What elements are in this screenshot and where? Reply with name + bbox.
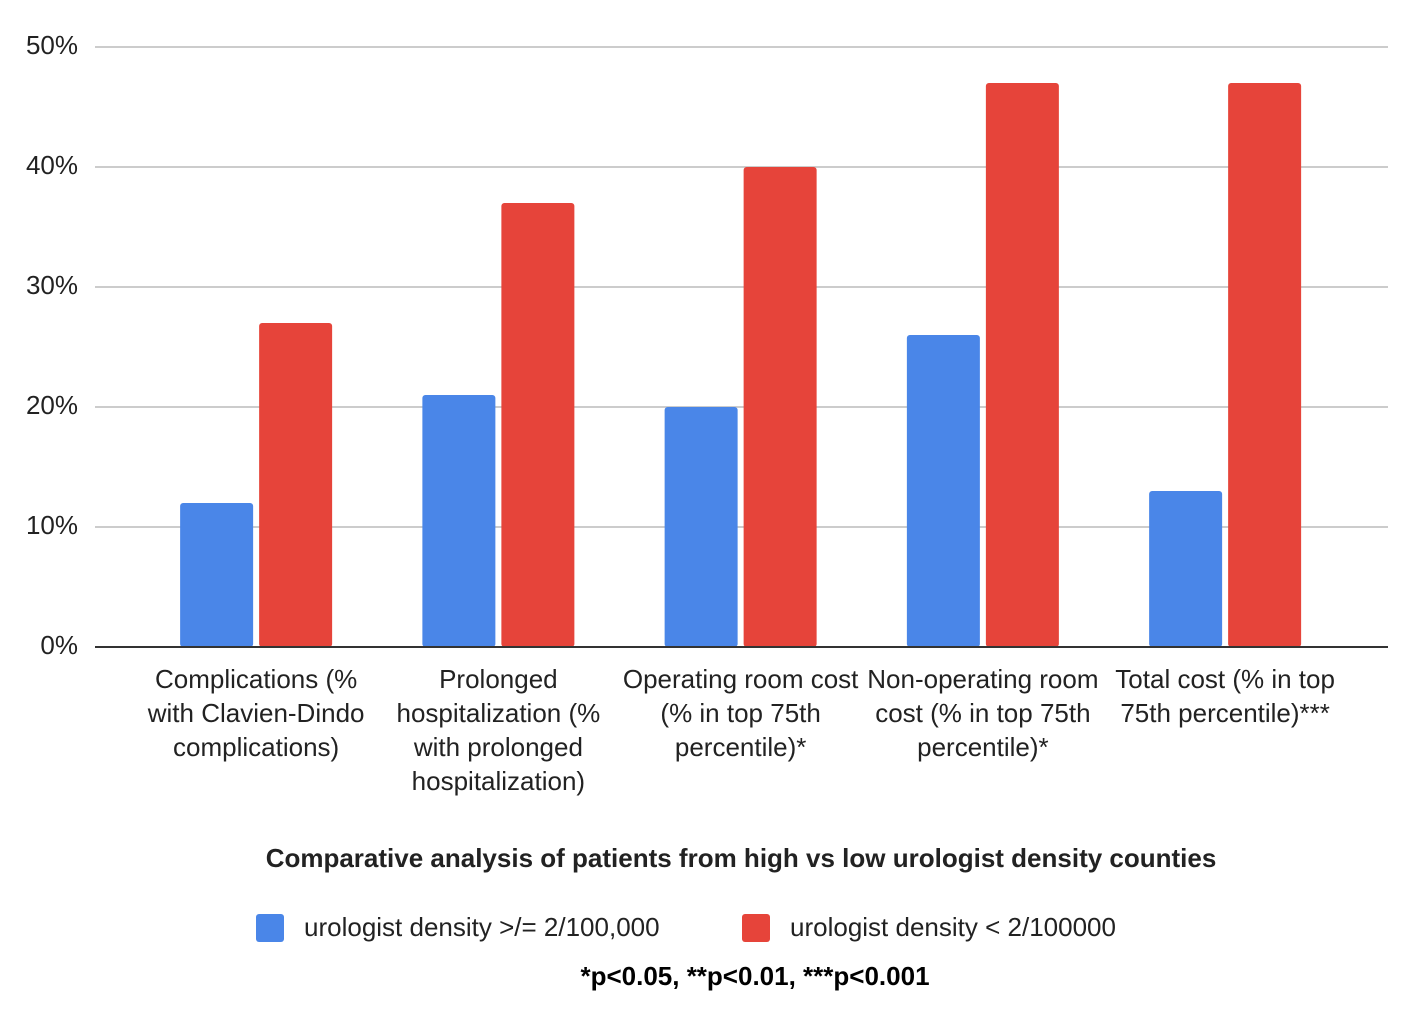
bar (664, 407, 738, 647)
bar (259, 323, 333, 647)
bar (422, 395, 496, 647)
y-tick-label: 30% (26, 270, 78, 300)
x-tick-label: Total cost (% in top 75th percentile)*** (1115, 664, 1335, 728)
legend-swatch (256, 914, 284, 942)
legend-label: urologist density >/= 2/100,000 (304, 912, 660, 942)
bar (985, 83, 1059, 647)
x-tick-label: Non-operating room cost (% in top 75th p… (867, 664, 1099, 762)
y-tick-label: 40% (26, 150, 78, 180)
y-tick-label: 0% (40, 630, 78, 660)
x-axis-title: Comparative analysis of patients from hi… (266, 843, 1217, 873)
footnote: *p<0.05, **p<0.01, ***p<0.001 (580, 961, 929, 991)
bar (1149, 491, 1223, 647)
bar (501, 203, 575, 647)
x-tick-label: Complications (% with Clavien-Dindo comp… (147, 664, 365, 762)
y-tick-label: 50% (26, 30, 78, 60)
x-tick-label: Prolonged hospitalization (% with prolon… (396, 664, 601, 796)
bar (180, 503, 254, 647)
y-tick-label: 20% (26, 390, 78, 420)
bar (906, 335, 980, 647)
y-tick-label: 10% (26, 510, 78, 540)
legend-swatch (742, 914, 770, 942)
x-tick-label: Operating room cost (% in top 75th perce… (622, 664, 859, 762)
legend-label: urologist density < 2/100000 (790, 912, 1116, 942)
bar (743, 167, 817, 647)
bar (1228, 83, 1302, 647)
